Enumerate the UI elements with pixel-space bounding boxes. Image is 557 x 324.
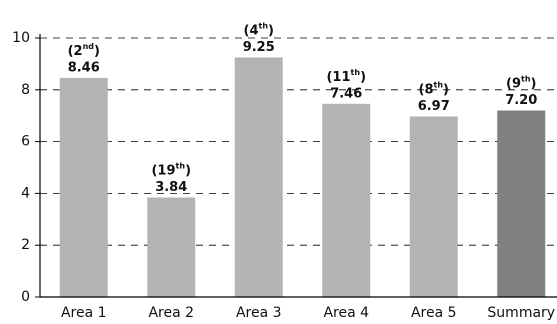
bar <box>234 57 283 297</box>
rank-label: (2nd) <box>68 41 100 58</box>
rank-label: (11th) <box>326 67 366 84</box>
bar <box>409 116 458 298</box>
rank-suffix: th <box>176 161 186 170</box>
value-label: 6.97 <box>418 99 450 114</box>
bar <box>322 103 371 297</box>
value-label: 8.46 <box>68 60 100 75</box>
x-tick-label: Summary <box>487 305 555 321</box>
y-tick-label: 2 <box>21 237 30 253</box>
rank-close: ) <box>531 76 537 91</box>
rank-close: ) <box>268 23 274 38</box>
rank-close: ) <box>185 163 191 178</box>
rank-number: (2 <box>68 43 83 58</box>
value-label: 7.20 <box>505 93 537 108</box>
bar <box>497 110 546 298</box>
rank-label: (8th) <box>419 80 449 97</box>
rank-close: ) <box>94 43 100 58</box>
y-tick-label: 8 <box>21 82 30 98</box>
rank-suffix: nd <box>83 41 95 50</box>
rank-close: ) <box>360 69 366 84</box>
x-tick-label: Area 1 <box>61 305 107 321</box>
x-tick-label: Area 4 <box>323 305 369 321</box>
rank-suffix: th <box>351 67 361 76</box>
x-tick-label: Area 3 <box>236 305 282 321</box>
rank-number: (8 <box>419 82 434 97</box>
x-tick-label: Area 2 <box>148 305 194 321</box>
bar <box>147 197 196 297</box>
bar <box>59 77 108 297</box>
y-tick-label: 10 <box>12 30 30 46</box>
rank-label: (9th) <box>506 74 536 91</box>
value-label: 3.84 <box>155 180 187 195</box>
rank-label: (19th) <box>151 161 191 178</box>
rank-suffix: th <box>521 74 531 83</box>
x-tick-label: Area 5 <box>411 305 457 321</box>
rank-number: (19 <box>151 163 175 178</box>
y-tick-label: 0 <box>21 289 30 305</box>
rank-close: ) <box>443 82 449 97</box>
rank-suffix: th <box>434 80 444 89</box>
rank-number: (4 <box>244 23 259 38</box>
rank-number: (11 <box>326 69 350 84</box>
value-label: 7.46 <box>330 86 362 101</box>
rank-number: (9 <box>506 76 521 91</box>
y-tick-label: 6 <box>21 134 30 150</box>
rank-suffix: th <box>259 21 269 30</box>
y-tick-label: 4 <box>21 185 30 201</box>
rank-label: (4th) <box>244 21 274 38</box>
value-label: 9.25 <box>243 40 275 55</box>
